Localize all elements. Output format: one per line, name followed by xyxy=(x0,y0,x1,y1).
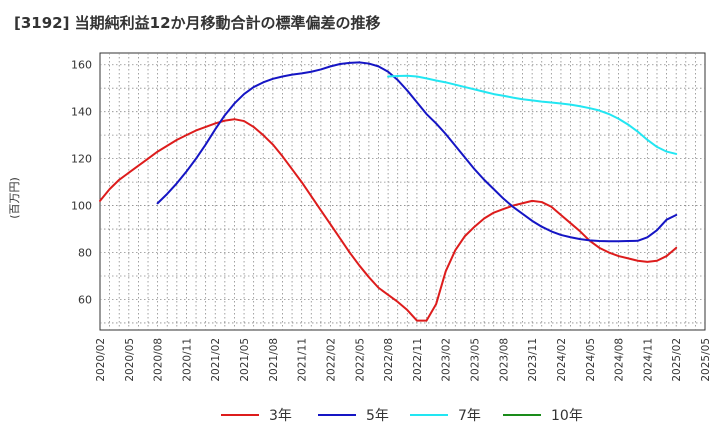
y-tick-labels: 60 80 100 120 140 160 xyxy=(71,59,92,307)
x-tick-label: 2022/11 xyxy=(412,338,424,382)
x-tick-label: 2022/08 xyxy=(383,338,395,382)
x-tick-label: 2021/02 xyxy=(210,338,222,382)
x-tick-label: 2020/02 xyxy=(95,338,107,382)
y-tick-label: 160 xyxy=(71,59,92,72)
x-tick-label: 2025/02 xyxy=(671,338,683,382)
legend: 3年 5年 7年 10年 xyxy=(0,402,720,428)
legend-item: 7年 xyxy=(410,402,481,428)
legend-swatch xyxy=(221,413,259,417)
y-tick-label: 100 xyxy=(71,200,92,213)
x-tick-label: 2021/05 xyxy=(239,338,251,382)
x-tick-label: 2024/02 xyxy=(556,338,568,382)
chart-title: [3192] 当期純利益12か月移動合計の標準偏差の推移 xyxy=(14,14,381,32)
legend-label: 10年 xyxy=(551,408,583,424)
legend-label: 5年 xyxy=(366,408,389,424)
legend-swatch xyxy=(318,413,356,417)
x-tick-label: 2021/11 xyxy=(297,338,309,382)
legend-swatch xyxy=(410,413,448,417)
x-tick-label: 2023/08 xyxy=(498,338,510,382)
x-tick-label: 2023/02 xyxy=(441,338,453,382)
legend-item: 3年 xyxy=(221,402,292,428)
x-tick-label: 2022/05 xyxy=(354,338,366,382)
x-tick-label: 2024/08 xyxy=(614,338,626,382)
x-tick-label: 2024/05 xyxy=(585,338,597,382)
series-line-2 xyxy=(156,61,678,243)
y-tick-label: 60 xyxy=(78,293,92,306)
y-axis-label: (百万円) xyxy=(8,177,21,219)
y-tick-label: 120 xyxy=(71,153,92,166)
plot-area xyxy=(99,52,706,331)
x-tick-label: 2020/05 xyxy=(124,338,136,382)
x-tick-label: 2025/05 xyxy=(700,338,712,382)
legend-item: 5年 xyxy=(318,402,389,428)
x-tick-label: 2022/02 xyxy=(325,338,337,382)
legend-label: 7年 xyxy=(458,408,481,424)
x-tick-label: 2021/08 xyxy=(268,338,280,382)
y-tick-label: 80 xyxy=(78,247,92,260)
grid-lines xyxy=(100,53,705,330)
x-tick-label: 2024/11 xyxy=(642,338,654,382)
legend-item: 10年 xyxy=(503,402,583,428)
x-tick-label: 2020/08 xyxy=(153,338,165,382)
x-tick-label: 2023/05 xyxy=(470,338,482,382)
series-line-1 xyxy=(99,118,678,322)
legend-label: 3年 xyxy=(269,408,292,424)
y-tick-label: 140 xyxy=(71,106,92,119)
legend-swatch xyxy=(503,413,541,417)
x-tick-label: 2023/11 xyxy=(527,338,539,382)
x-tick-labels: 2020/02 2020/05 2020/08 2020/11 2021/02 2021/… xyxy=(95,338,712,382)
series-lines xyxy=(99,61,678,322)
x-tick-label: 2020/11 xyxy=(181,338,193,382)
series-line-3 xyxy=(387,74,678,155)
